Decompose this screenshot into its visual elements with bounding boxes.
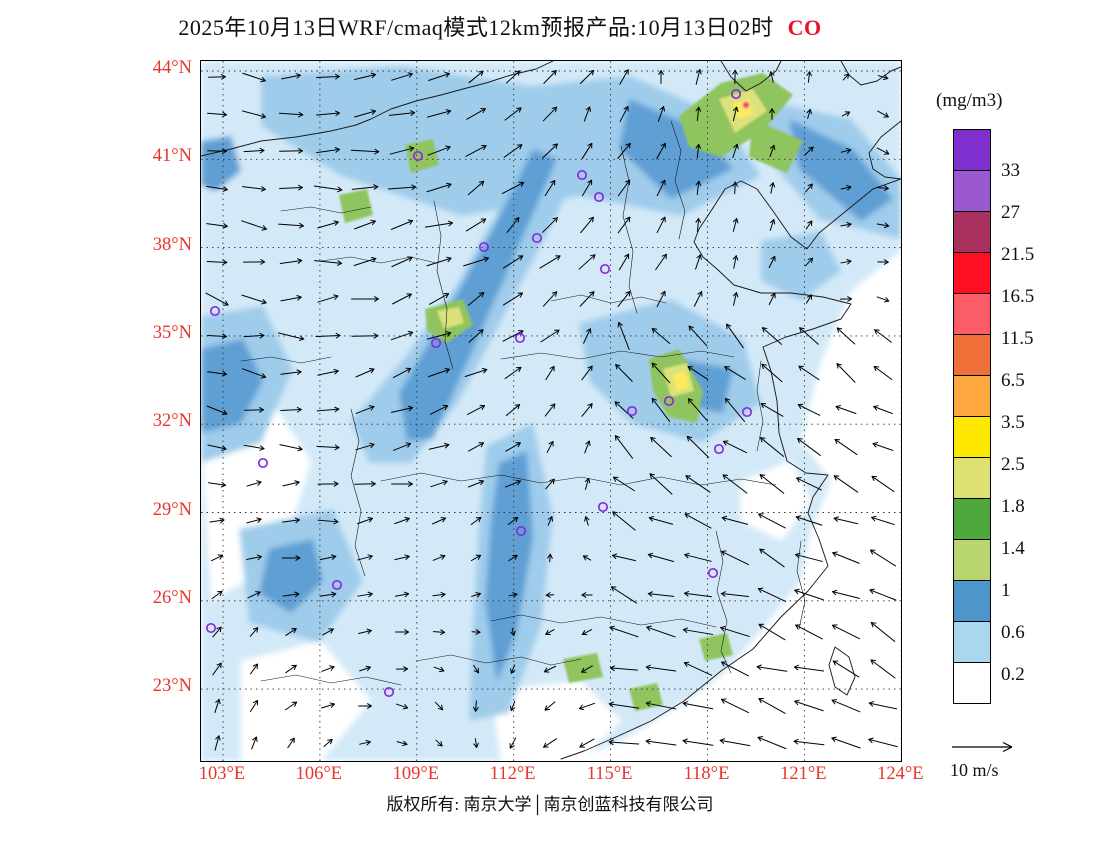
station-marker	[478, 241, 490, 253]
colorbar	[953, 129, 991, 704]
colorbar-cell	[953, 416, 991, 458]
station-marker	[383, 686, 395, 698]
station-marker	[531, 232, 543, 244]
colorbar-cell	[953, 375, 991, 417]
lat-tick-label: 38°N	[152, 234, 192, 255]
lon-tick-label: 115°E	[586, 764, 633, 784]
lat-tick-label: 32°N	[152, 411, 192, 432]
colorbar-cell	[953, 211, 991, 253]
station-marker	[331, 579, 343, 591]
lat-tick-label: 44°N	[152, 58, 192, 78]
colorbar-tick-label: 1.4	[1001, 538, 1025, 559]
station-marker	[597, 501, 609, 513]
colorbar-tick-label: 0.6	[1001, 622, 1025, 643]
lon-tick-label: 103°E	[198, 764, 246, 784]
station-marker	[593, 191, 605, 203]
station-marker	[257, 457, 269, 469]
colorbar-tick-label: 27	[1001, 202, 1020, 223]
colorbar-tick-label: 1	[1001, 580, 1011, 601]
lon-tick-label: 106°E	[295, 764, 343, 784]
station-marker	[430, 337, 442, 349]
colorbar-tick-label: 33	[1001, 160, 1020, 181]
station-marker	[205, 622, 217, 634]
lat-tick-label: 29°N	[152, 499, 192, 520]
station-marker	[412, 150, 424, 162]
colorbar-cell	[953, 252, 991, 294]
colorbar-tick-label: 16.5	[1001, 286, 1035, 307]
copyright-footer: 版权所有: 南京大学│南京创蓝科技有限公司	[386, 795, 714, 814]
colorbar-cell	[953, 334, 991, 376]
wind-scale: 10 m/s	[950, 740, 1060, 781]
lat-tick-label: 41°N	[152, 146, 192, 167]
colorbar-tick-label: 0.2	[1001, 664, 1025, 685]
colorbar-cell	[953, 498, 991, 540]
lon-tick-label: 121°E	[780, 764, 827, 784]
colorbar-unit: (mg/m3)	[936, 90, 1003, 111]
station-marker	[730, 88, 742, 100]
colorbar-tick-label: 2.5	[1001, 454, 1025, 475]
station-marker	[209, 305, 221, 317]
station-marker	[514, 332, 526, 344]
station-marker	[576, 169, 588, 181]
colorbar-cell	[953, 539, 991, 581]
colorbar-tick-label: 6.5	[1001, 370, 1025, 391]
map-area	[200, 60, 902, 762]
station-marker	[707, 567, 719, 579]
colorbar-tick-label: 21.5	[1001, 244, 1035, 265]
colorbar-tick-label: 3.5	[1001, 412, 1025, 433]
colorbar-cell	[953, 457, 991, 499]
station-marker	[663, 395, 675, 407]
station-marker	[626, 405, 638, 417]
plot-title-species: CO	[787, 15, 822, 40]
station-marker	[515, 525, 527, 537]
lon-tick-label: 112°E	[489, 764, 536, 784]
plot-title: 2025年10月13日WRF/cmaq模式12km预报产品:10月13日02时 C…	[0, 10, 1000, 42]
lat-tick-label: 35°N	[152, 322, 192, 343]
colorbar-cell	[953, 170, 991, 212]
lon-tick-label: 109°E	[392, 764, 440, 784]
station-marker	[599, 263, 611, 275]
wind-scale-label: 10 m/s	[950, 760, 999, 780]
colorbar-cell	[953, 580, 991, 622]
colorbar-cell	[953, 662, 991, 704]
colorbar-tick-label: 1.8	[1001, 496, 1025, 517]
lon-tick-label: 118°E	[683, 764, 730, 784]
colorbar-cell	[953, 621, 991, 663]
wind-scale-arrow-icon	[952, 741, 1013, 753]
colorbar-tick-label: 11.5	[1001, 328, 1034, 349]
station-marker	[713, 443, 725, 455]
plot-title-text: 2025年10月13日WRF/cmaq模式12km预报产品:10月13日02时	[178, 15, 774, 40]
lat-tick-label: 23°N	[152, 676, 192, 697]
lat-tick-label: 26°N	[152, 587, 192, 608]
colorbar-cell	[953, 129, 991, 171]
colorbar-cell	[953, 293, 991, 335]
station-marker	[741, 406, 753, 418]
forecast-map	[201, 61, 901, 761]
lon-tick-label: 124°E	[877, 764, 924, 784]
